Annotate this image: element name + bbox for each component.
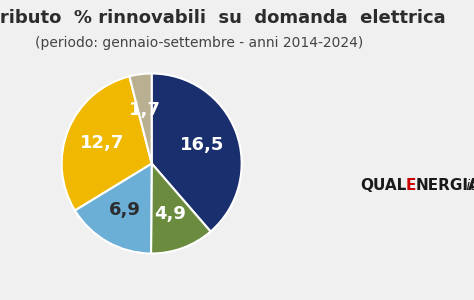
Text: NERGIA: NERGIA	[415, 178, 474, 194]
Text: Contributo  % rinnovabili  su  domanda  elettrica: Contributo % rinnovabili su domanda elet…	[0, 9, 446, 27]
Legend: idroelettrico, bioenergie, eolico, fotovoltaico, geotermia: idroelettrico, bioenergie, eolico, fotov…	[0, 296, 278, 300]
Wedge shape	[75, 164, 152, 254]
Text: QUAL: QUAL	[360, 178, 407, 194]
Text: 4,9: 4,9	[155, 205, 186, 223]
Text: E: E	[406, 178, 416, 194]
Wedge shape	[151, 164, 210, 254]
Text: 12,7: 12,7	[80, 134, 124, 152]
Wedge shape	[152, 74, 242, 232]
Text: 1,7: 1,7	[129, 101, 161, 119]
Text: 16,5: 16,5	[180, 136, 225, 154]
Wedge shape	[62, 76, 152, 210]
Wedge shape	[129, 74, 152, 164]
Text: (periodo: gennaio-settembre - anni 2014-2024): (periodo: gennaio-settembre - anni 2014-…	[35, 36, 363, 50]
Text: .it: .it	[462, 179, 474, 193]
Text: 6,9: 6,9	[109, 202, 141, 220]
